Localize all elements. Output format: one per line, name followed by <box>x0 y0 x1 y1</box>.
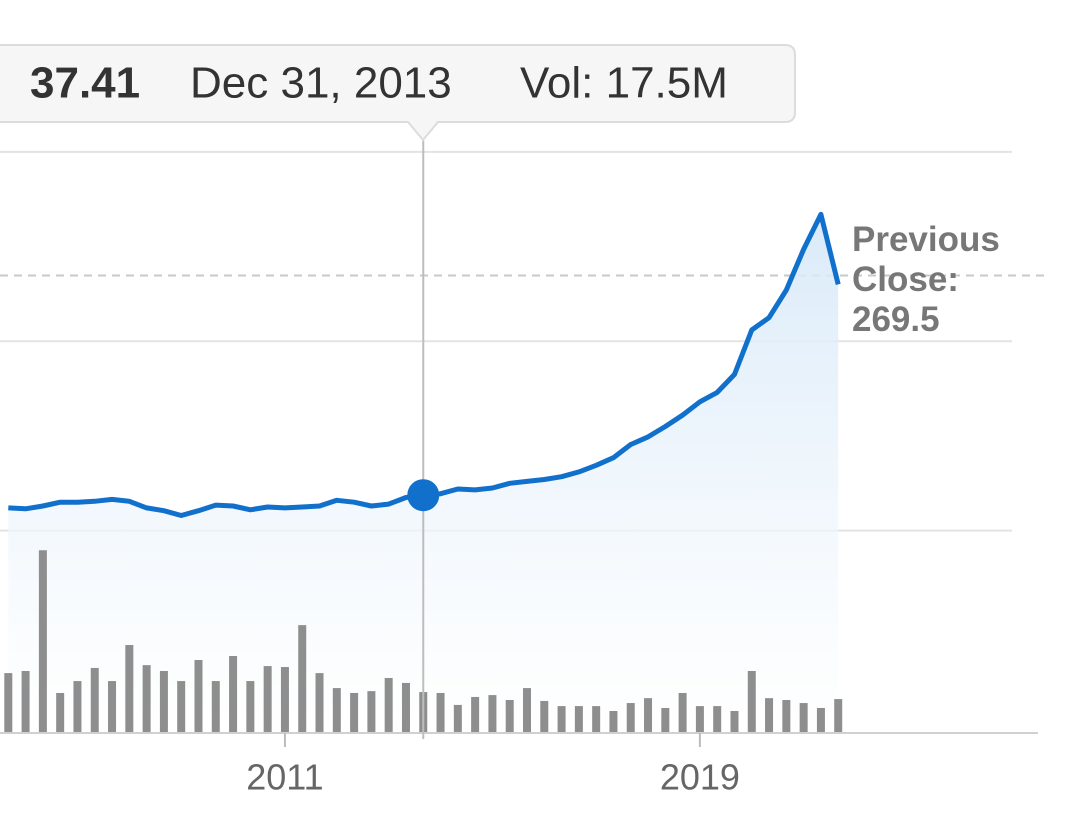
volume-bar <box>56 692 65 733</box>
volume-bar <box>678 692 687 733</box>
volume-bar <box>453 704 462 733</box>
volume-bar <box>765 698 774 733</box>
volume-bar <box>38 550 47 733</box>
volume-bar <box>194 659 203 733</box>
volume-bar <box>436 692 445 733</box>
volume-bar <box>401 682 410 733</box>
volume-bar <box>177 681 186 733</box>
volume-bar <box>799 703 808 733</box>
volume-bar <box>592 706 601 733</box>
volume-bar <box>229 656 238 733</box>
previous-close-value: 269.5 <box>852 300 940 339</box>
price-area <box>8 214 839 733</box>
volume-bar <box>471 696 480 733</box>
x-tick-label: 2019 <box>660 757 740 798</box>
x-tick-label: 2011 <box>246 757 323 798</box>
hover-point <box>407 479 440 512</box>
volume-bar <box>246 681 255 733</box>
volume-bar <box>816 707 825 733</box>
tooltip-price: 37.41 <box>30 59 140 108</box>
volume-bar <box>384 678 393 733</box>
volume-bar <box>505 700 514 733</box>
volume-bar <box>159 670 168 733</box>
volume-bar <box>367 691 376 733</box>
volume-bar <box>713 706 722 733</box>
volume-bar <box>280 667 289 733</box>
volume-bar <box>315 673 324 733</box>
volume-bar <box>626 703 635 733</box>
volume-bar <box>523 688 531 733</box>
volume-bar <box>263 666 272 733</box>
volume-bar <box>488 695 497 733</box>
volume-bar <box>540 700 549 733</box>
volume-bar <box>574 706 583 733</box>
volume-bar <box>4 673 13 733</box>
volume-bar <box>90 667 99 733</box>
volume-bar <box>73 681 82 733</box>
previous-close: Previous Close: 269.5 <box>852 220 1022 340</box>
volume-bar <box>125 645 134 733</box>
volume-bar <box>298 625 307 733</box>
volume-bar <box>644 698 653 733</box>
volume-bar <box>142 665 151 733</box>
volume-bar <box>609 711 618 733</box>
volume-bar <box>695 706 704 733</box>
tooltip-box <box>0 44 796 142</box>
tooltip-volume: Vol: 17.5M <box>520 59 728 108</box>
volume-bar <box>108 681 117 733</box>
volume-bar <box>834 699 843 733</box>
volume-bar <box>211 681 220 733</box>
tooltip: 37.41 Dec 31, 2013 Vol: 17.5M <box>0 44 796 142</box>
previous-close-label: Previous Close: <box>852 220 1000 299</box>
volume-bar <box>747 670 756 733</box>
volume-bar <box>332 688 341 733</box>
volume-bar <box>21 670 30 733</box>
tooltip-date: Dec 31, 2013 <box>190 59 452 108</box>
volume-bar <box>350 692 359 733</box>
volume-bar <box>557 706 566 733</box>
volume-bar <box>782 700 791 733</box>
volume-bar <box>730 711 739 733</box>
volume-bar <box>661 707 670 733</box>
